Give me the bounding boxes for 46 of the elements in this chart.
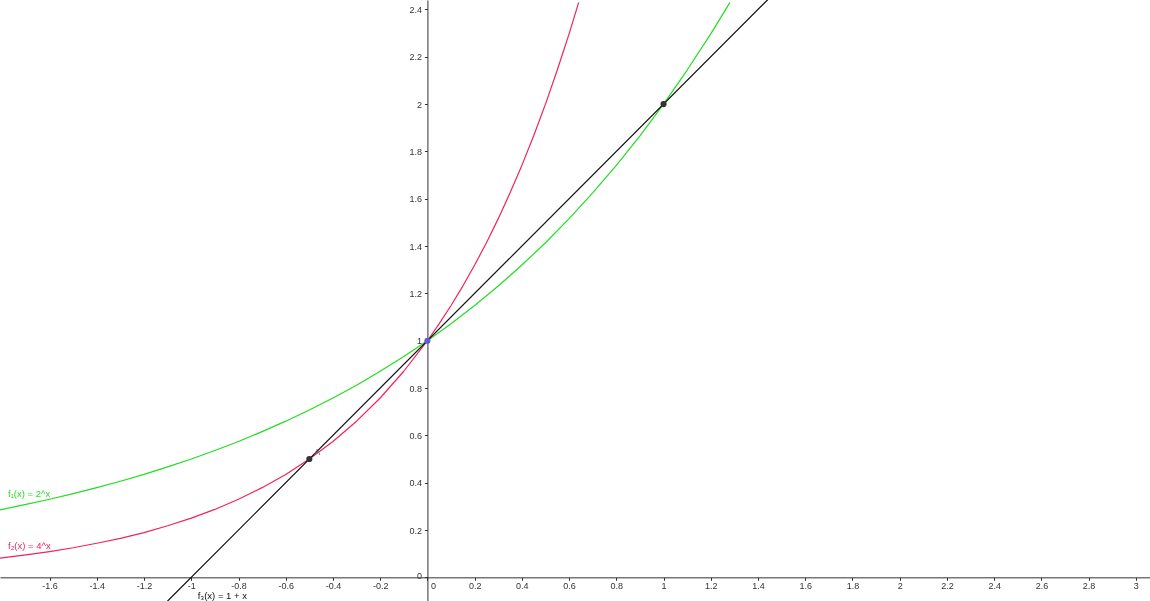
line-series: [0, 2, 731, 511]
series-label: f₂(x) = 4^x: [8, 540, 51, 552]
y-tick-label: 1.8: [409, 146, 422, 157]
y-tick-label: 1.6: [409, 194, 422, 205]
x-tick-label: 3: [1133, 580, 1139, 591]
x-tick-label: 0.4: [516, 580, 529, 591]
x-tick-label: 1.8: [846, 580, 860, 591]
y-tick-label: 0: [416, 570, 422, 581]
point: [660, 101, 667, 108]
x-tick-label: 2.6: [1035, 580, 1049, 591]
x-tick-label: -1.2: [136, 580, 153, 591]
annotation: A: [314, 447, 321, 458]
y-tick-label: 1.4: [409, 241, 422, 252]
line-series: [0, 2, 580, 559]
y-tick-label: 0.4: [409, 478, 422, 489]
x-tick-label: 1.4: [752, 580, 765, 591]
x-tick-label: 0.2: [468, 580, 482, 591]
y-tick-label: 0.2: [409, 525, 422, 536]
y-tick-label: 2.4: [409, 4, 422, 15]
x-tick-label: 0.8: [610, 580, 624, 591]
y-tick-label: 1: [416, 336, 422, 347]
x-tick-label: -0.2: [372, 580, 389, 591]
y-tick-label: 2: [416, 99, 422, 110]
x-tick-label: -1.4: [89, 580, 106, 591]
x-tick-label: 1.2: [705, 580, 718, 591]
y-tick-label: 2.2: [409, 52, 422, 63]
x-tick-label: 1: [661, 580, 667, 591]
x-tick-label: -0.6: [278, 580, 294, 591]
x-tick-label: 2.8: [1082, 580, 1096, 591]
point: [424, 337, 431, 344]
x-tick-label: 0.6: [563, 580, 576, 591]
x-tick-label: -0.8: [231, 580, 247, 591]
y-tick-label: 0.8: [409, 383, 422, 394]
x-tick-label: -0.4: [325, 580, 342, 591]
x-tick-label: -1: [187, 580, 196, 591]
y-tick-label: 1.2: [409, 288, 422, 299]
x-tick-label: 2: [897, 580, 903, 591]
x-tick-label: -1.6: [42, 580, 58, 591]
series-label: f₃(x) = 1 + x: [197, 590, 248, 601]
point: [306, 455, 313, 463]
series-label: f₁(x) = 2^x: [8, 487, 51, 499]
x-tick-label: 0: [430, 580, 436, 591]
x-tick-label: 2.4: [988, 580, 1001, 591]
y-tick-label: 0.6: [409, 430, 422, 441]
x-tick-label: 1.6: [799, 580, 812, 591]
x-tick-label: 2.2: [941, 580, 954, 591]
